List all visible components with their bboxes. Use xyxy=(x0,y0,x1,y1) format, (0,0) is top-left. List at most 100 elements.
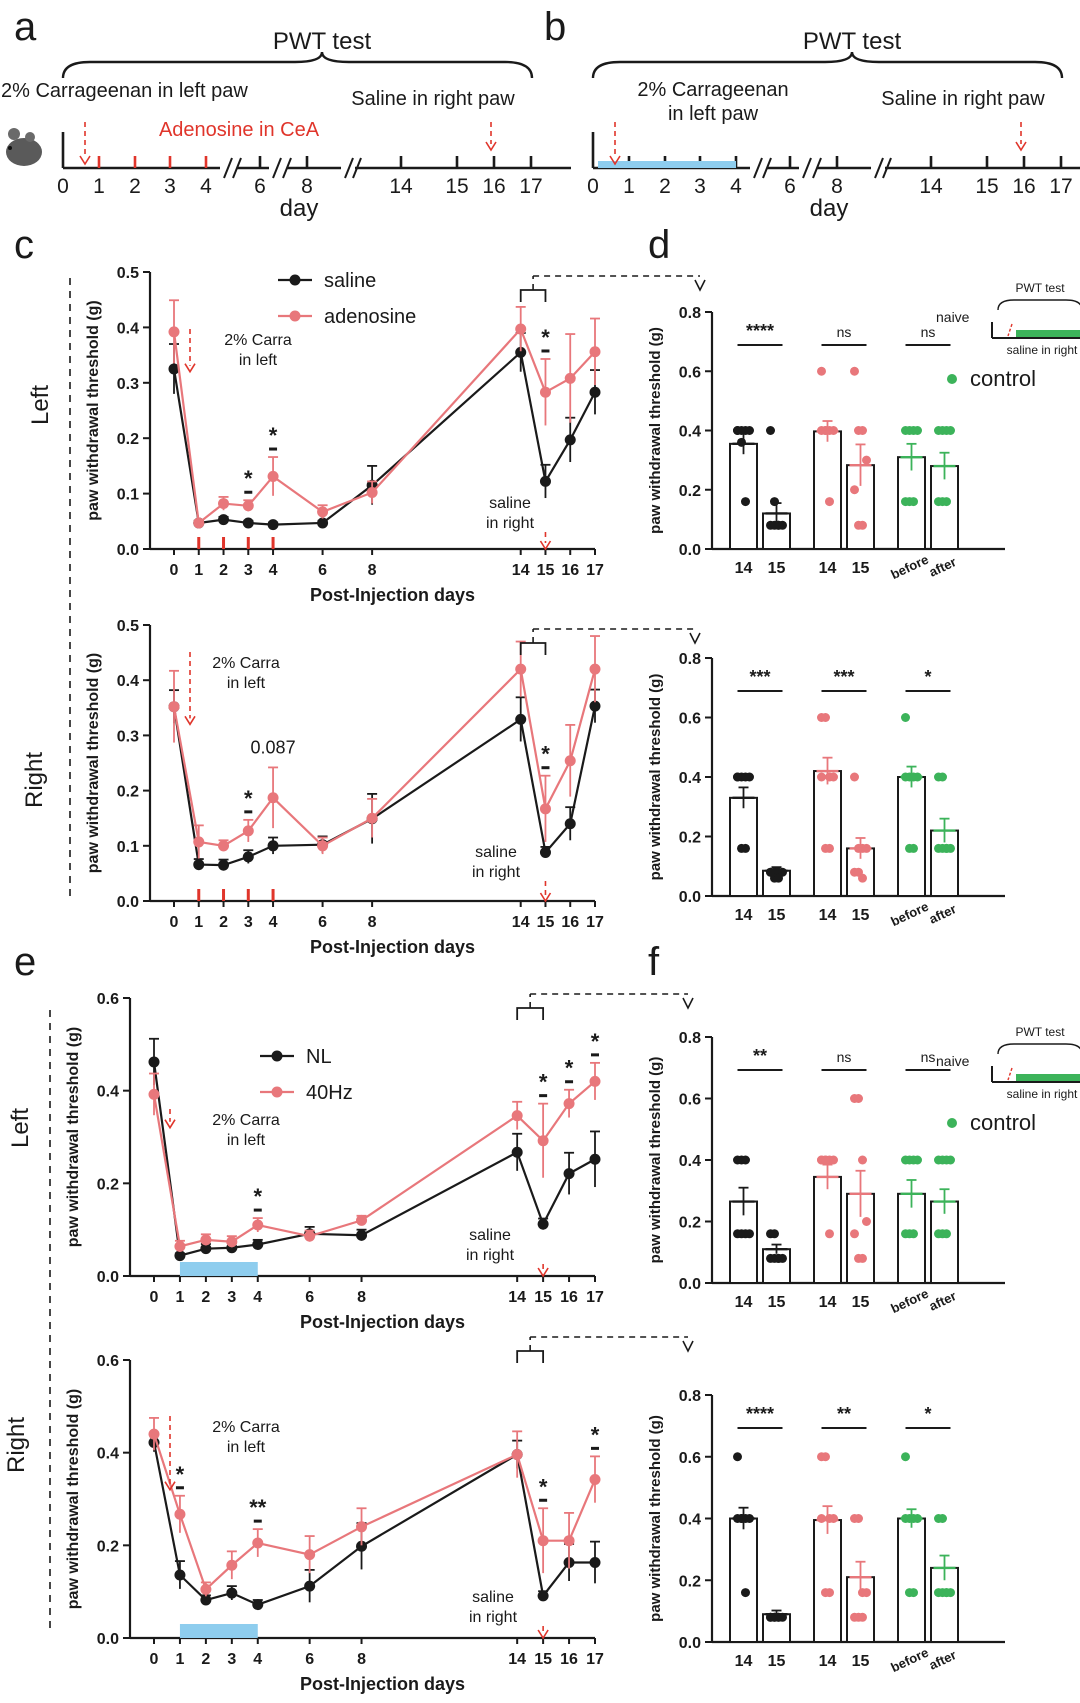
timeline-header-a: PWT test xyxy=(273,28,372,55)
y-tick-label-e_left-3: 0.6 xyxy=(97,991,119,1008)
x-tick-label-c_left-3: 3 xyxy=(244,562,253,579)
timeline-brace-a xyxy=(61,51,534,79)
data-point-c_right-saline-1 xyxy=(193,859,205,871)
carra-annot-c_right-1: 2% Carra xyxy=(212,655,280,672)
dot-d_left-2-0-6 xyxy=(909,497,918,507)
series-line-c_left-adenosine xyxy=(172,327,596,526)
data-point-e_left-NL-7 xyxy=(511,1146,523,1158)
data-point-c_left-adenosine-0 xyxy=(168,326,180,338)
saline-annot-c_left-1: saline xyxy=(489,495,531,512)
x-tick-label-e_left-3: 3 xyxy=(227,1289,236,1306)
timeline-break-a-2b xyxy=(352,157,362,179)
data-point-e_right-40Hz-9 xyxy=(563,1535,575,1547)
x-tick-label-e_right-10: 17 xyxy=(586,1651,604,1668)
saline-arrow-c_right-head xyxy=(539,892,552,903)
x-tick-label-c_right-6: 8 xyxy=(368,914,377,931)
x-tick-label-e_left-0: 0 xyxy=(150,1289,159,1306)
dot-d_left-1-1-0 xyxy=(850,366,859,376)
x-tick-label-c_left-10: 17 xyxy=(586,562,604,579)
timeline-tick-label-a-9: 16 xyxy=(482,175,505,198)
series-line-e_right-40Hz xyxy=(152,1433,597,1592)
timeline-break-a-1a xyxy=(272,157,282,179)
data-point-e_right-NL-2 xyxy=(200,1594,212,1606)
y-tick-label-c_left-3: 0.3 xyxy=(117,376,139,393)
data-point-c_right-saline-7 xyxy=(515,713,527,725)
x-tick-label-c_right-2: 2 xyxy=(219,914,228,931)
x-tick-label-c_left-7: 14 xyxy=(512,562,530,579)
timeline-tick-label-a-4: 4 xyxy=(200,175,212,198)
inset-brace-d xyxy=(997,299,1080,311)
timeline-break-a-0a xyxy=(223,157,233,179)
data-point-c_right-saline-4 xyxy=(267,840,279,852)
bar-label-f_left-1-1: 15 xyxy=(852,1294,870,1311)
dot-f_left-2-0-6 xyxy=(909,1229,918,1239)
data-point-e_left-NL-8 xyxy=(537,1218,549,1230)
y-tick-label-f_right-1: 0.2 xyxy=(679,1573,701,1590)
significance-e_left-0: * xyxy=(253,1184,262,1209)
sig-label-d_right-1: *** xyxy=(833,667,854,687)
bar-label-d_right-1-1: 15 xyxy=(852,907,870,924)
data-point-e_left-NL-9 xyxy=(563,1168,575,1180)
bar-d_left-1-0 xyxy=(813,430,842,551)
data-point-c_right-adenosine-2 xyxy=(218,840,230,852)
x-tick-label-e_left-10: 17 xyxy=(586,1289,604,1306)
saline-arrow-b-head xyxy=(1015,141,1027,152)
legend-marker-e_left-0 xyxy=(271,1050,283,1062)
dot-f_left-2-1-6 xyxy=(942,1229,951,1239)
dot-f_right-2-0-6 xyxy=(909,1588,918,1598)
x-tick-label-e_right-8: 15 xyxy=(534,1651,552,1668)
data-point-e_left-40Hz-7 xyxy=(511,1110,523,1122)
timeline-header-b: PWT test xyxy=(803,28,902,55)
data-point-c_right-adenosine-6 xyxy=(366,812,378,824)
x-tick-label-c_right-5: 6 xyxy=(318,914,327,931)
timeline-break-b-2a xyxy=(874,157,884,179)
panel-letter-d: d xyxy=(648,223,670,267)
link-arrow-c_left xyxy=(694,279,706,292)
legend-marker-c_left-0 xyxy=(289,274,301,286)
carra-annot-e_left-2: in left xyxy=(227,1132,266,1149)
series-line-e_left-40Hz xyxy=(152,1080,596,1248)
x-tick-label-e_left-6: 8 xyxy=(357,1289,366,1306)
timeline-break-b-0a xyxy=(753,157,763,179)
dot-f_right-1-0-6 xyxy=(825,1588,834,1598)
x-tick-label-c_right-9: 16 xyxy=(561,914,579,931)
bar-d_left-2-1 xyxy=(930,465,959,550)
legend-label-e_left-1: 40Hz xyxy=(306,1082,353,1104)
inset-naive-d: naive xyxy=(936,309,970,325)
y-tick-label-d_left-1: 0.2 xyxy=(679,483,701,500)
data-point-c_right-adenosine-10 xyxy=(589,663,601,675)
y-tick-label-e_right-3: 0.6 xyxy=(97,1353,119,1370)
side-label-c-left: Left xyxy=(27,385,54,425)
x-tick-label-c_right-7: 14 xyxy=(512,914,530,931)
bar-d_right-2-0 xyxy=(897,776,926,897)
y-tick-label-d_left-4: 0.8 xyxy=(679,305,701,322)
y-tick-label-d_right-1: 0.2 xyxy=(679,830,701,847)
data-point-c_left-adenosine-6 xyxy=(366,486,378,498)
x-tick-label-c_right-10: 17 xyxy=(586,914,604,931)
y-tick-label-f_right-2: 0.4 xyxy=(679,1512,701,1529)
dot-d_right-2-0-0 xyxy=(901,713,910,722)
timeline-tick-label-b-5: 6 xyxy=(784,175,796,198)
bar-label-d_left-0-0: 14 xyxy=(735,560,753,577)
dot-f_right-2-1-1 xyxy=(938,1514,947,1523)
x-tick-label-e_right-7: 14 xyxy=(508,1651,526,1668)
panel-letter-f: f xyxy=(648,940,660,984)
stim-band-e_right xyxy=(179,1624,258,1638)
dot-f_left-0-0-6 xyxy=(741,1229,750,1239)
data-point-e_left-NL-10 xyxy=(589,1153,601,1165)
inset-title-f: PWT test xyxy=(1015,1025,1065,1039)
x-tick-label-c_left-0: 0 xyxy=(170,562,179,579)
sig-label-d_left-1: ns xyxy=(837,324,852,340)
saline-annot-e_left-2: in right xyxy=(466,1247,515,1264)
y-tick-label-d_right-0: 0.0 xyxy=(679,889,701,906)
inset-arrow-d xyxy=(1007,323,1013,337)
sig-label-f_right-2: * xyxy=(924,1404,931,1424)
sig-label-d_right-0: *** xyxy=(749,667,770,687)
dot-f_right-2-0-0 xyxy=(901,1452,910,1462)
x-tick-label-e_left-1: 1 xyxy=(175,1289,184,1306)
timeline-tick-label-b-0: 0 xyxy=(587,175,599,198)
y-tick-label-f_left-1: 0.2 xyxy=(679,1215,701,1232)
dot-d_left-2-0-3 xyxy=(913,426,922,435)
saline-arrow-e_right-head xyxy=(537,1629,549,1640)
timeline-break-a-1b xyxy=(282,157,292,179)
